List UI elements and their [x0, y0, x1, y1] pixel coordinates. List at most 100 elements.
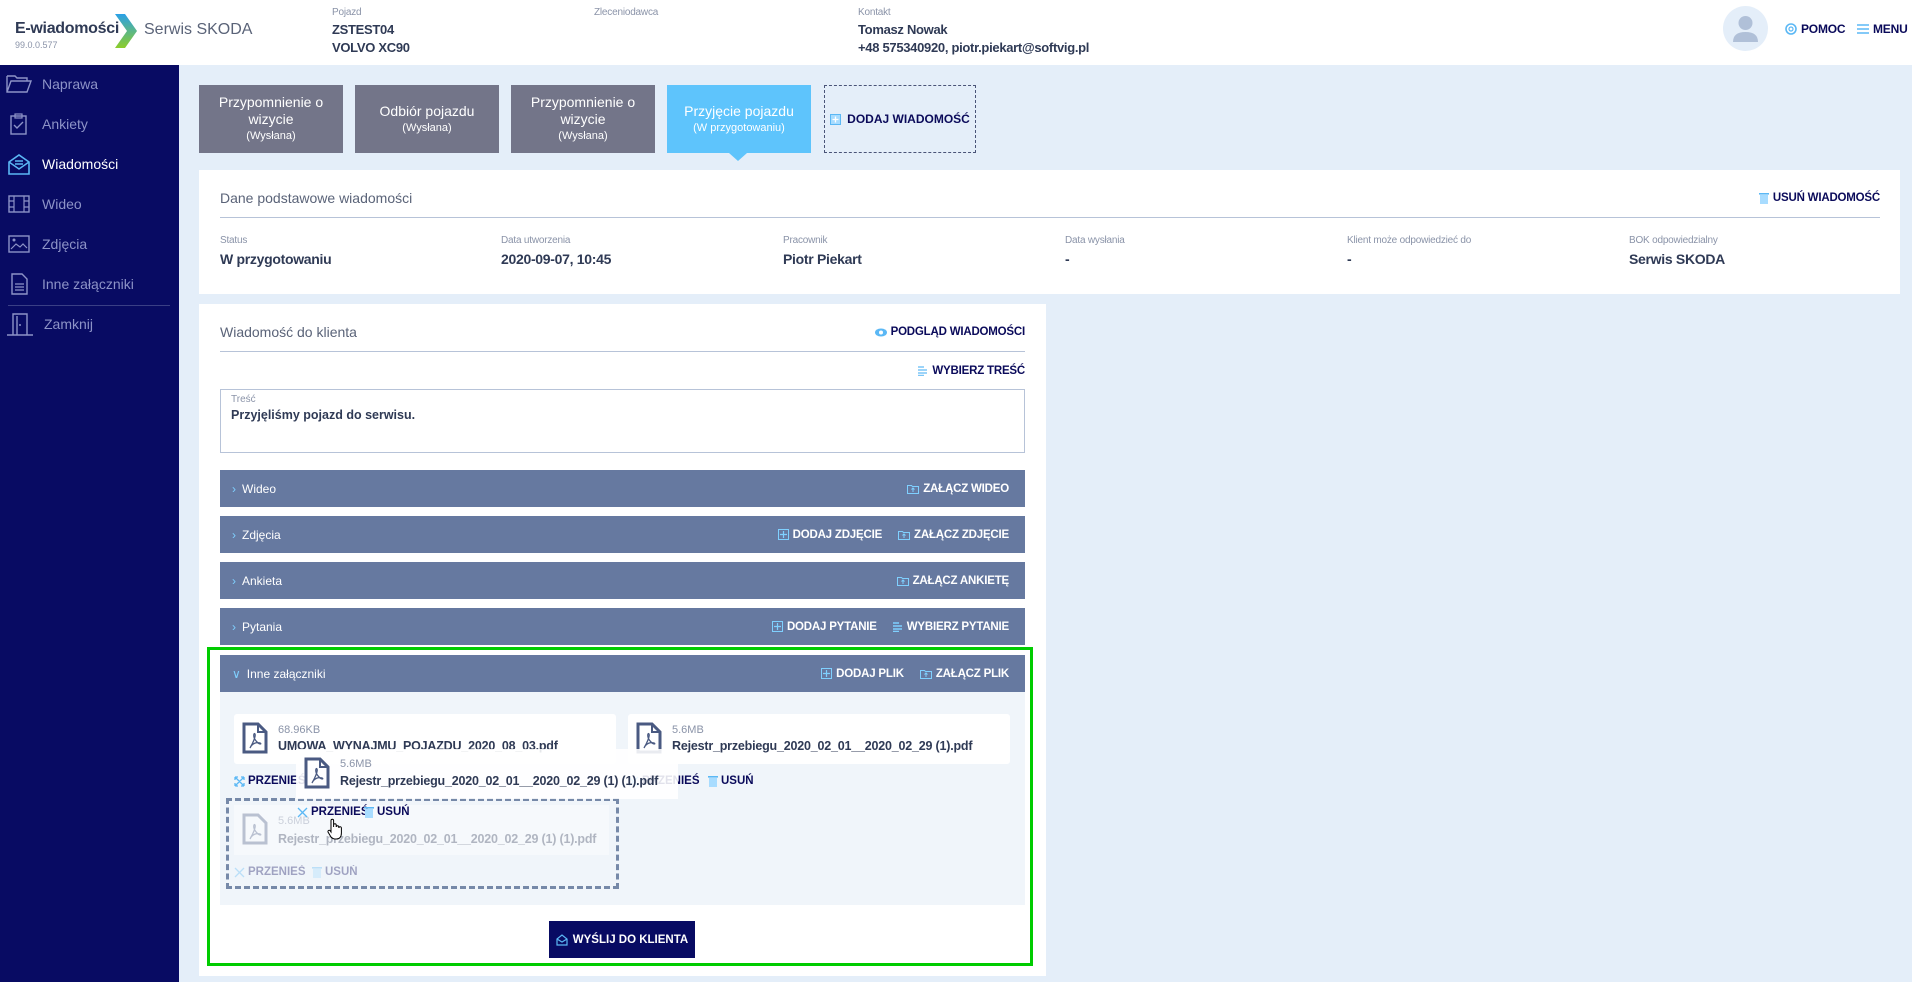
- envelope-open-icon: [556, 933, 568, 946]
- choose-content-label: WYBIERZ TREŚĆ: [932, 365, 1025, 377]
- sidebar-item-naprawa[interactable]: Naprawa: [0, 66, 179, 102]
- move-label: PRZENIEŚ: [248, 775, 306, 787]
- tab-status: (W przygotowaniu): [693, 121, 785, 134]
- field-value: W przygotowaniu: [220, 251, 332, 267]
- field-label: Status: [220, 235, 248, 246]
- drop-placeholder[interactable]: [226, 798, 619, 889]
- delete-file-button[interactable]: USUŃ: [364, 806, 410, 818]
- content-textarea[interactable]: Treść Przyjęliśmy pojazd do serwisu.: [220, 389, 1025, 453]
- tab-przyjecie-pojazdu[interactable]: Przyjęcie pojazdu (W przygotowaniu): [667, 85, 811, 153]
- move-file-button[interactable]: PRZENIEŚ: [297, 806, 369, 818]
- trash-icon: [364, 807, 374, 818]
- door-icon: [7, 313, 33, 336]
- section-action-button[interactable]: DODAJ PLIK: [821, 668, 904, 680]
- section-action-label: ZAŁĄCZ PLIK: [935, 667, 1009, 680]
- divider: [220, 351, 1025, 352]
- tab-status: (Wysłana): [558, 130, 608, 142]
- pdf-file-icon: [636, 722, 662, 754]
- add-message-button[interactable]: DODAJ WIADOMOŚĆ: [824, 85, 976, 153]
- file-size: 5.6MB: [278, 815, 310, 827]
- tab-odbior-pojazdu[interactable]: Odbiór pojazdu (Wysłana): [355, 85, 499, 153]
- lifebuoy-icon: [1785, 23, 1797, 35]
- field-value: 2020-09-07, 10:45: [501, 251, 612, 267]
- trash-icon: [312, 867, 322, 878]
- field-label: Data utworzenia: [501, 235, 571, 246]
- help-button[interactable]: POMOC: [1785, 22, 1846, 36]
- plus-square-icon: [771, 621, 783, 632]
- active-tab-pointer: [729, 153, 747, 161]
- section-4[interactable]: ∨ Inne załączniki DODAJ PLIK ZAŁĄCZ PLIK: [220, 655, 1025, 692]
- preview-message-button[interactable]: PODGLĄD WIADOMOŚCI: [874, 326, 1025, 338]
- eye-icon: [874, 328, 887, 336]
- sidebar-item-wideo[interactable]: Wideo: [0, 186, 179, 222]
- menu-label: MENU: [1873, 22, 1908, 36]
- message-title: Wiadomość do klienta: [220, 324, 357, 340]
- section-action-label: DODAJ ZDJĘCIE: [792, 528, 883, 541]
- send-to-client-button[interactable]: WYŚLIJ DO KLIENTA: [549, 921, 695, 958]
- logo-chevron-icon: [115, 14, 137, 48]
- tab-status: (Wysłana): [402, 121, 452, 134]
- sidebar-item-zamknij[interactable]: Zamknij: [0, 306, 179, 342]
- file-size: 5.6MB: [672, 724, 704, 736]
- pdf-file-icon: [242, 722, 268, 754]
- chevron-right-icon: ›: [232, 527, 236, 542]
- section-1[interactable]: › Zdjęcia DODAJ ZDJĘCIE ZAŁĄCZ ZDJĘCIE: [220, 516, 1025, 553]
- move-file-button[interactable]: PRZENIEŚ: [234, 775, 306, 787]
- dragged-file-card[interactable]: [296, 749, 678, 799]
- section-action-button[interactable]: ZAŁĄCZ WIDEO: [907, 483, 1009, 495]
- field-label: Pracownik: [783, 235, 828, 246]
- section-action-button[interactable]: DODAJ PYTANIE: [771, 621, 877, 633]
- delete-file-button[interactable]: USUŃ: [708, 775, 754, 787]
- sidebar-item-label: Wiadomości: [42, 156, 119, 172]
- vehicle-label: Pojazd: [332, 7, 362, 18]
- section-action-button[interactable]: ZAŁĄCZ ANKIETĘ: [896, 575, 1009, 587]
- tab-title: Przyjęcie pojazdu: [684, 102, 794, 119]
- chevron-down-icon: ∨: [232, 666, 241, 681]
- delete-label: USUŃ: [325, 866, 358, 878]
- folder-icon: [6, 75, 32, 93]
- section-label: Pytania: [242, 619, 283, 634]
- field-value: -: [1347, 251, 1352, 267]
- help-label: POMOC: [1801, 22, 1846, 36]
- tab-przypomnienie-1[interactable]: Przypomnienie o wizycie (Wysłana): [199, 85, 343, 153]
- send-label: WYŚLIJ DO KLIENTA: [572, 933, 689, 946]
- section-action-button[interactable]: DODAJ ZDJĘCIE: [777, 528, 883, 541]
- tab-status: (Wysłana): [246, 130, 296, 142]
- trash-icon: [708, 776, 718, 787]
- app-title: E-wiadomości: [15, 20, 119, 37]
- list-icon: [918, 366, 928, 376]
- sidebar-item-ankiety[interactable]: Ankiety: [0, 106, 179, 142]
- client-label: Zleceniodawca: [594, 7, 659, 18]
- user-icon: [1733, 16, 1758, 42]
- section-label: Zdjęcia: [242, 527, 281, 542]
- field-label: Klient może odpowiedzieć do: [1347, 235, 1472, 246]
- document-icon: [11, 273, 28, 295]
- tab-przypomnienie-2[interactable]: Przypomnienie o wizycie (Wysłana): [511, 85, 655, 153]
- move-file-button[interactable]: PRZENIEŚ: [234, 866, 306, 878]
- avatar[interactable]: [1723, 6, 1768, 51]
- sidebar-item-inne-zalaczniki[interactable]: Inne załączniki: [0, 266, 179, 302]
- section-0[interactable]: › Wideo ZAŁĄCZ WIDEO: [220, 470, 1025, 507]
- chevron-right-icon: ›: [232, 573, 236, 588]
- section-action-button[interactable]: ZAŁĄCZ PLIK: [919, 667, 1009, 680]
- app-version: 99.0.0.577: [15, 40, 58, 50]
- contact-label: Kontakt: [858, 7, 891, 18]
- folder-upload-icon: [907, 484, 920, 494]
- delete-file-button[interactable]: USUŃ: [312, 866, 358, 878]
- file-size: 5.6MB: [340, 758, 372, 770]
- section-2[interactable]: › Ankieta ZAŁĄCZ ANKIETĘ: [220, 562, 1025, 599]
- choose-content-button[interactable]: WYBIERZ TREŚĆ: [918, 365, 1025, 377]
- hamburger-icon: [1857, 24, 1869, 34]
- section-action-button[interactable]: ZAŁĄCZ ZDJĘCIE: [898, 529, 1009, 541]
- field-value: -: [1065, 251, 1070, 267]
- section-3[interactable]: › Pytania DODAJ PYTANIE WYBIERZ PYTANIE: [220, 608, 1025, 645]
- move-icon: [297, 807, 308, 817]
- delete-message-button[interactable]: USUŃ WIADOMOŚĆ: [1758, 192, 1880, 204]
- sidebar-item-zdjecia[interactable]: Zdjęcia: [0, 226, 179, 262]
- section-action-button[interactable]: WYBIERZ PYTANIE: [892, 621, 1009, 633]
- menu-button[interactable]: MENU: [1857, 22, 1908, 36]
- sidebar-item-wiadomosci[interactable]: Wiadomości: [0, 146, 179, 182]
- chevron-right-icon: ›: [232, 619, 236, 634]
- contact-name: Tomasz Nowak: [858, 22, 948, 37]
- file-card-placeholder: [234, 805, 609, 855]
